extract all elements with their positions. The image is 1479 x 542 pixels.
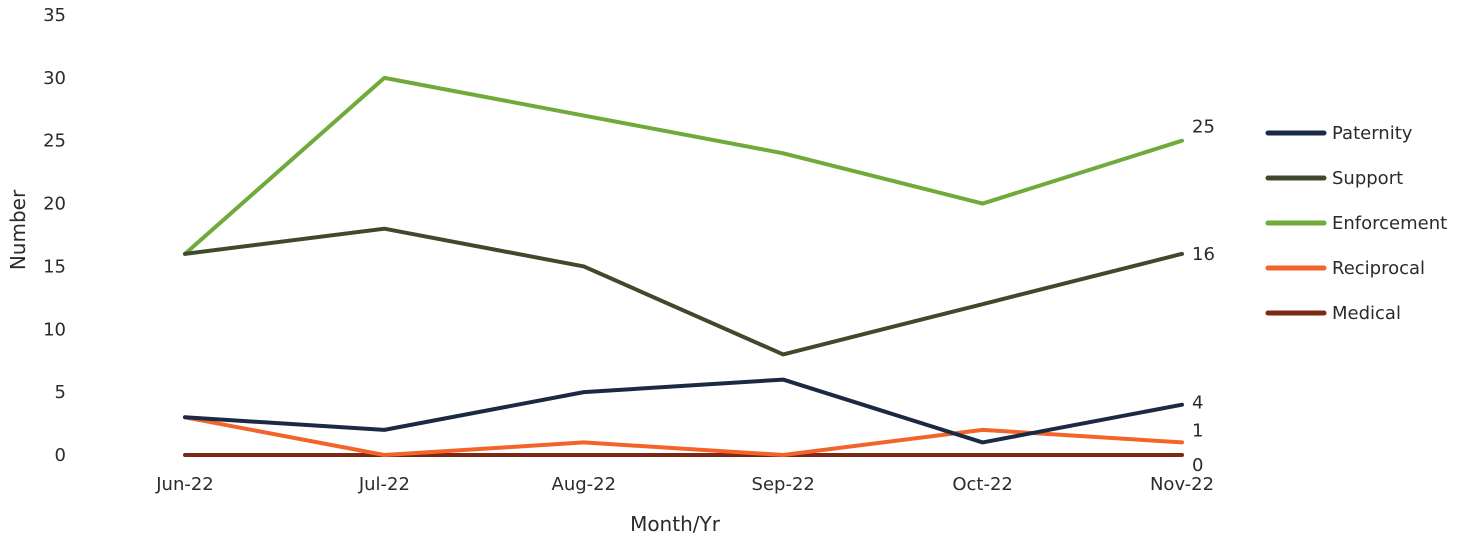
end-label-reciprocal: 1: [1192, 420, 1203, 441]
end-labels: 25 16 4 1 0: [1192, 117, 1215, 476]
y-axis-ticks: 0 5 10 15 20 25 30 35: [43, 5, 66, 466]
x-tick-label: Sep-22: [752, 474, 815, 495]
end-label-paternity: 4: [1192, 393, 1203, 414]
legend-label-medical: Medical: [1332, 303, 1401, 324]
series-line-reciprocal: [183, 415, 1184, 457]
legend-label-paternity: Paternity: [1332, 123, 1413, 144]
series-line-paternity: [183, 377, 1184, 445]
series-lines: [183, 75, 1184, 457]
x-axis-ticks: Jun-22 Jul-22 Aug-22 Sep-22 Oct-22 Nov-22: [155, 474, 1214, 495]
y-tick-label: 15: [43, 256, 66, 277]
series-line-support: [183, 226, 1184, 357]
y-tick-label: 0: [55, 445, 66, 466]
end-label-enforcement: 25: [1192, 117, 1215, 138]
end-label-medical: 0: [1192, 455, 1203, 476]
legend-label-enforcement: Enforcement: [1332, 213, 1447, 234]
end-label-support: 16: [1192, 244, 1215, 265]
y-tick-label: 35: [43, 5, 66, 26]
legend-label-reciprocal: Reciprocal: [1332, 258, 1425, 279]
legend-label-support: Support: [1332, 168, 1403, 189]
x-tick-label: Jun-22: [155, 474, 214, 495]
y-axis-title: Number: [6, 189, 30, 270]
x-tick-label: Oct-22: [952, 474, 1013, 495]
x-tick-label: Nov-22: [1150, 474, 1214, 495]
x-tick-label: Aug-22: [552, 474, 617, 495]
y-tick-label: 5: [55, 382, 66, 403]
y-tick-label: 30: [43, 68, 66, 89]
y-tick-label: 25: [43, 131, 66, 152]
y-tick-label: 10: [43, 319, 66, 340]
x-tick-label: Jul-22: [358, 474, 410, 495]
x-axis-title: Month/Yr: [630, 512, 721, 536]
legend: Paternity Support Enforcement Reciprocal Med…: [1265, 123, 1447, 324]
series-line-enforcement: [183, 75, 1184, 256]
y-tick-label: 20: [43, 194, 66, 215]
